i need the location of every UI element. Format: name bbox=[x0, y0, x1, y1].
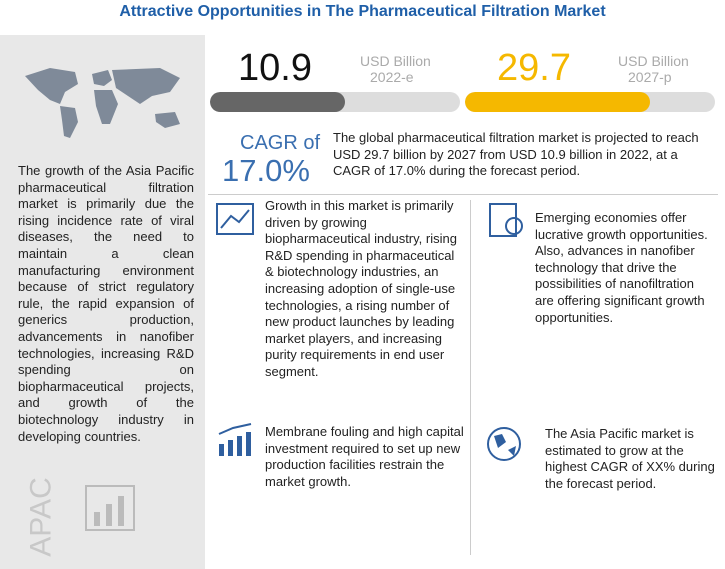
watermark-box: APAC bbox=[22, 470, 72, 565]
world-map bbox=[25, 68, 180, 138]
metric-unit: USD Billion bbox=[360, 53, 431, 69]
metric-unit: USD Billion bbox=[618, 53, 689, 69]
cagr-value: 17.0% bbox=[222, 153, 310, 188]
metric-year: 2022-e bbox=[370, 69, 414, 85]
progress-bar bbox=[210, 92, 460, 112]
insight-icon bbox=[487, 427, 521, 461]
watermark: APAC bbox=[24, 477, 58, 557]
chart-icon bbox=[85, 485, 135, 531]
progress-fill bbox=[465, 92, 650, 112]
progress-bar bbox=[465, 92, 715, 112]
title: Attractive Opportunities in The Pharmace… bbox=[119, 3, 606, 20]
insight-text: The Asia Pacific market is estimated to … bbox=[545, 426, 715, 491]
progress-fill bbox=[210, 92, 345, 112]
insight-text: Growth in this market is primarily drive… bbox=[265, 198, 457, 379]
divider bbox=[208, 194, 718, 195]
divider bbox=[470, 200, 471, 555]
insight-icon bbox=[489, 203, 523, 237]
insight-text: Emerging economies offer lucrative growt… bbox=[535, 210, 708, 325]
metric-value: 29.7 bbox=[497, 47, 571, 89]
metric-value: 10.9 bbox=[238, 47, 312, 89]
cagr-label: CAGR of bbox=[240, 132, 321, 154]
summary: The global pharmaceutical filtration mar… bbox=[333, 130, 699, 179]
insight-text: Membrane fouling and high capital invest… bbox=[265, 424, 464, 489]
insight-icon bbox=[218, 423, 252, 456]
insight-icon bbox=[216, 203, 254, 235]
sidebar-text: The growth of the Asia Pacific pharmaceu… bbox=[18, 163, 194, 444]
metric-year: 2027-p bbox=[628, 69, 672, 85]
